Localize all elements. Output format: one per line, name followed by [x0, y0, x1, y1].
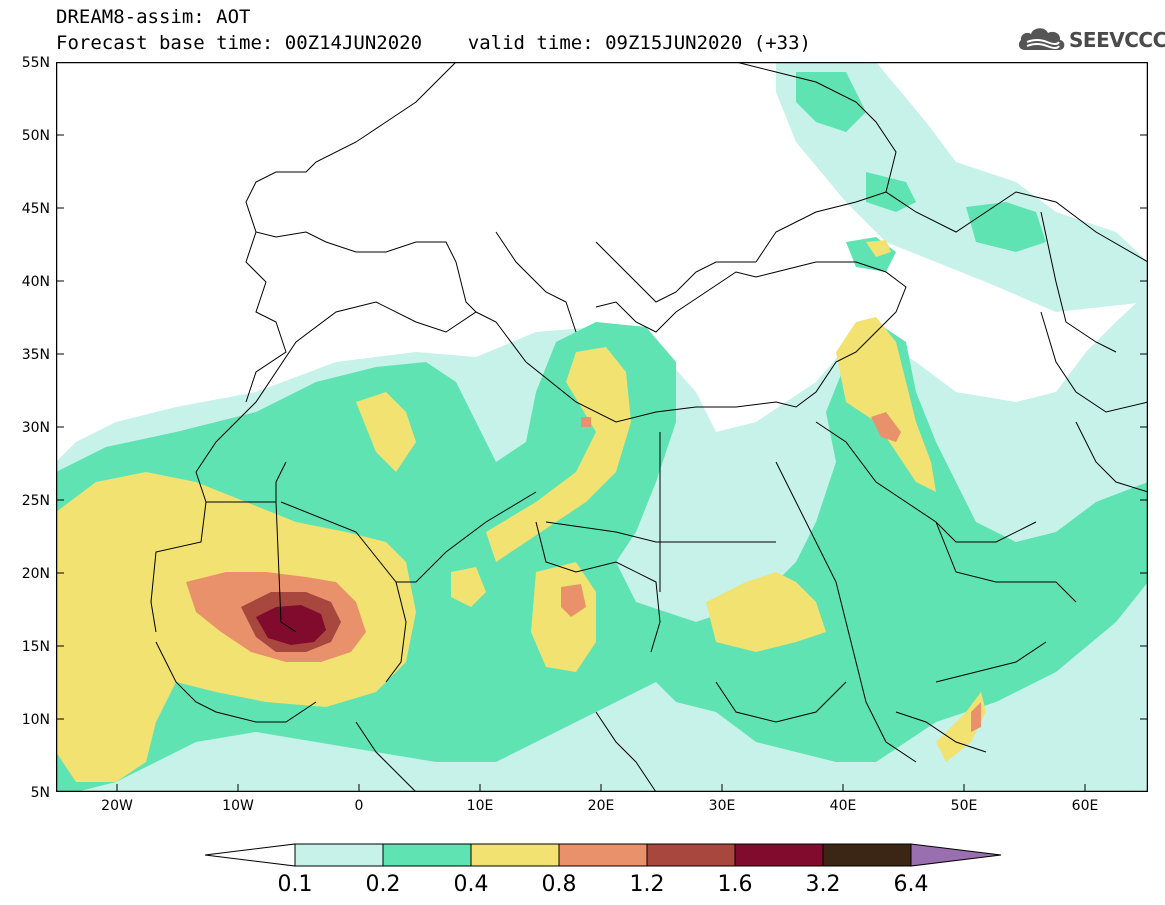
colorbar-label: 0.4: [453, 872, 489, 897]
logo-text: SEEVCCC: [1069, 28, 1165, 52]
colorbar-swatch: [470, 843, 560, 867]
aot-map: [56, 62, 1148, 792]
lat-label: 50N: [21, 128, 50, 144]
lon-label: 30E: [708, 798, 736, 814]
colorbar-swatch: [646, 843, 736, 867]
aot-layer-1.6: [256, 605, 326, 645]
colorbar-swatch: [294, 843, 384, 867]
seevccc-logo: SEEVCCC: [1017, 22, 1165, 56]
lat-label: 10N: [21, 712, 50, 728]
colorbar-label: 0.2: [365, 872, 401, 897]
colorbar-label: 1.2: [629, 872, 665, 897]
aot-colorbar: [205, 843, 1002, 867]
colorbar-swatch: [822, 843, 912, 867]
lat-label: 5N: [30, 785, 50, 801]
colorbar-label: 6.4: [893, 872, 929, 897]
colorbar-label: 1.6: [717, 872, 753, 897]
lon-label: 10E: [466, 798, 494, 814]
lon-label: 20E: [587, 798, 615, 814]
colorbar-min-arrow: [205, 843, 296, 867]
lat-label: 25N: [21, 493, 50, 509]
lon-label: 60E: [1071, 798, 1099, 814]
lon-label: 40E: [829, 798, 857, 814]
lat-label: 55N: [21, 55, 50, 71]
colorbar-label: 0.8: [541, 872, 577, 897]
lon-label: 50E: [950, 798, 978, 814]
cloud-icon: [1018, 28, 1065, 50]
lat-label: 35N: [21, 347, 50, 363]
lon-label: 10W: [222, 798, 254, 814]
lat-label: 20N: [21, 566, 50, 582]
colorbar-swatch: [558, 843, 648, 867]
colorbar-label: 3.2: [805, 872, 841, 897]
lat-label: 30N: [21, 420, 50, 436]
map-title: DREAM8-assim: AOT: [56, 6, 251, 28]
colorbar-swatch: [382, 843, 472, 867]
lat-label: 40N: [21, 274, 50, 290]
colorbar-max-arrow: [910, 843, 1002, 867]
colorbar-label: 0.1: [277, 872, 313, 897]
lat-label: 45N: [21, 201, 50, 217]
map-border: [56, 62, 1148, 792]
lon-label: 20W: [101, 798, 133, 814]
map-ticks: [56, 62, 1148, 792]
lat-label: 15N: [21, 639, 50, 655]
map-subtitle: Forecast base time: 00Z14JUN2020 valid t…: [56, 32, 811, 54]
country-borders: [150, 62, 1148, 792]
colorbar-swatch: [734, 843, 824, 867]
lon-label: 0: [354, 798, 364, 814]
